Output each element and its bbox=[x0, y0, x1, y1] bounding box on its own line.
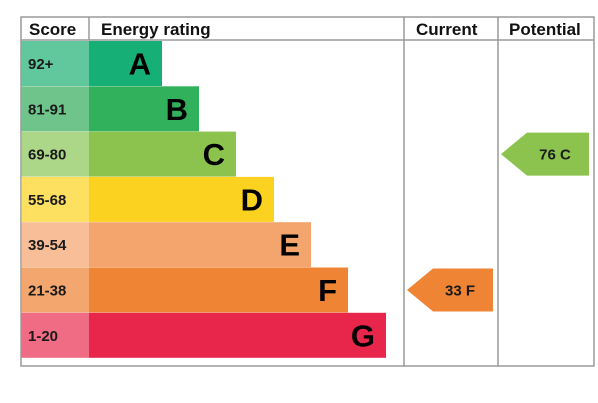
band-range-label: 69-80 bbox=[28, 147, 66, 164]
header-score: Score bbox=[29, 20, 76, 39]
band-f: 21-38 F bbox=[21, 267, 348, 313]
band-letter: G bbox=[351, 318, 375, 353]
header-current: Current bbox=[416, 20, 478, 39]
band-bar bbox=[89, 267, 348, 313]
score-cell bbox=[21, 222, 89, 268]
chart-frame bbox=[20, 16, 595, 367]
band-bar bbox=[89, 41, 162, 86]
header-energy-rating: Energy rating bbox=[101, 20, 211, 39]
score-cell bbox=[21, 131, 89, 177]
arrow-label: 76 C bbox=[539, 147, 571, 164]
rating-bands: 92+ A 81-91 B 69-80 C 55-68 D 39-54 E 21-38 F 1-20 G bbox=[21, 41, 386, 358]
score-cell bbox=[21, 312, 89, 358]
band-range-label: 55-68 bbox=[28, 192, 66, 209]
band-bar bbox=[89, 131, 236, 177]
band-bar bbox=[89, 312, 386, 358]
band-c: 69-80 C bbox=[21, 131, 236, 177]
arrow-shape bbox=[501, 132, 589, 176]
column-headers: Score Energy rating Current Potential bbox=[29, 20, 581, 39]
band-e: 39-54 E bbox=[21, 222, 311, 268]
score-cell bbox=[21, 41, 89, 86]
band-range-label: 39-54 bbox=[28, 237, 67, 254]
band-bar bbox=[89, 176, 274, 222]
band-range-label: 1-20 bbox=[28, 328, 58, 345]
score-cell bbox=[21, 176, 89, 222]
score-cell bbox=[21, 86, 89, 132]
arrow-shape bbox=[407, 268, 493, 312]
band-bar bbox=[89, 86, 199, 132]
band-letter: E bbox=[279, 228, 300, 263]
band-range-label: 81-91 bbox=[28, 101, 66, 118]
band-range-label: 21-38 bbox=[28, 283, 66, 300]
rating-arrows: 33 F 76 C bbox=[407, 132, 589, 312]
band-bar bbox=[89, 222, 311, 268]
band-a: 92+ A bbox=[21, 41, 162, 86]
header-potential: Potential bbox=[509, 20, 581, 39]
band-b: 81-91 B bbox=[21, 86, 199, 132]
potential-rating-arrow: 76 C bbox=[501, 132, 589, 176]
band-g: 1-20 G bbox=[21, 312, 386, 358]
band-letter: C bbox=[203, 137, 225, 172]
current-rating-arrow: 33 F bbox=[407, 268, 493, 312]
band-letter: A bbox=[129, 47, 151, 82]
score-cell bbox=[21, 267, 89, 313]
band-range-label: 92+ bbox=[28, 56, 54, 73]
chart-border bbox=[20, 16, 595, 367]
band-letter: D bbox=[241, 182, 263, 217]
arrow-label: 33 F bbox=[445, 283, 475, 300]
band-d: 55-68 D bbox=[21, 176, 274, 222]
band-letter: B bbox=[166, 92, 188, 127]
band-letter: F bbox=[318, 273, 337, 308]
